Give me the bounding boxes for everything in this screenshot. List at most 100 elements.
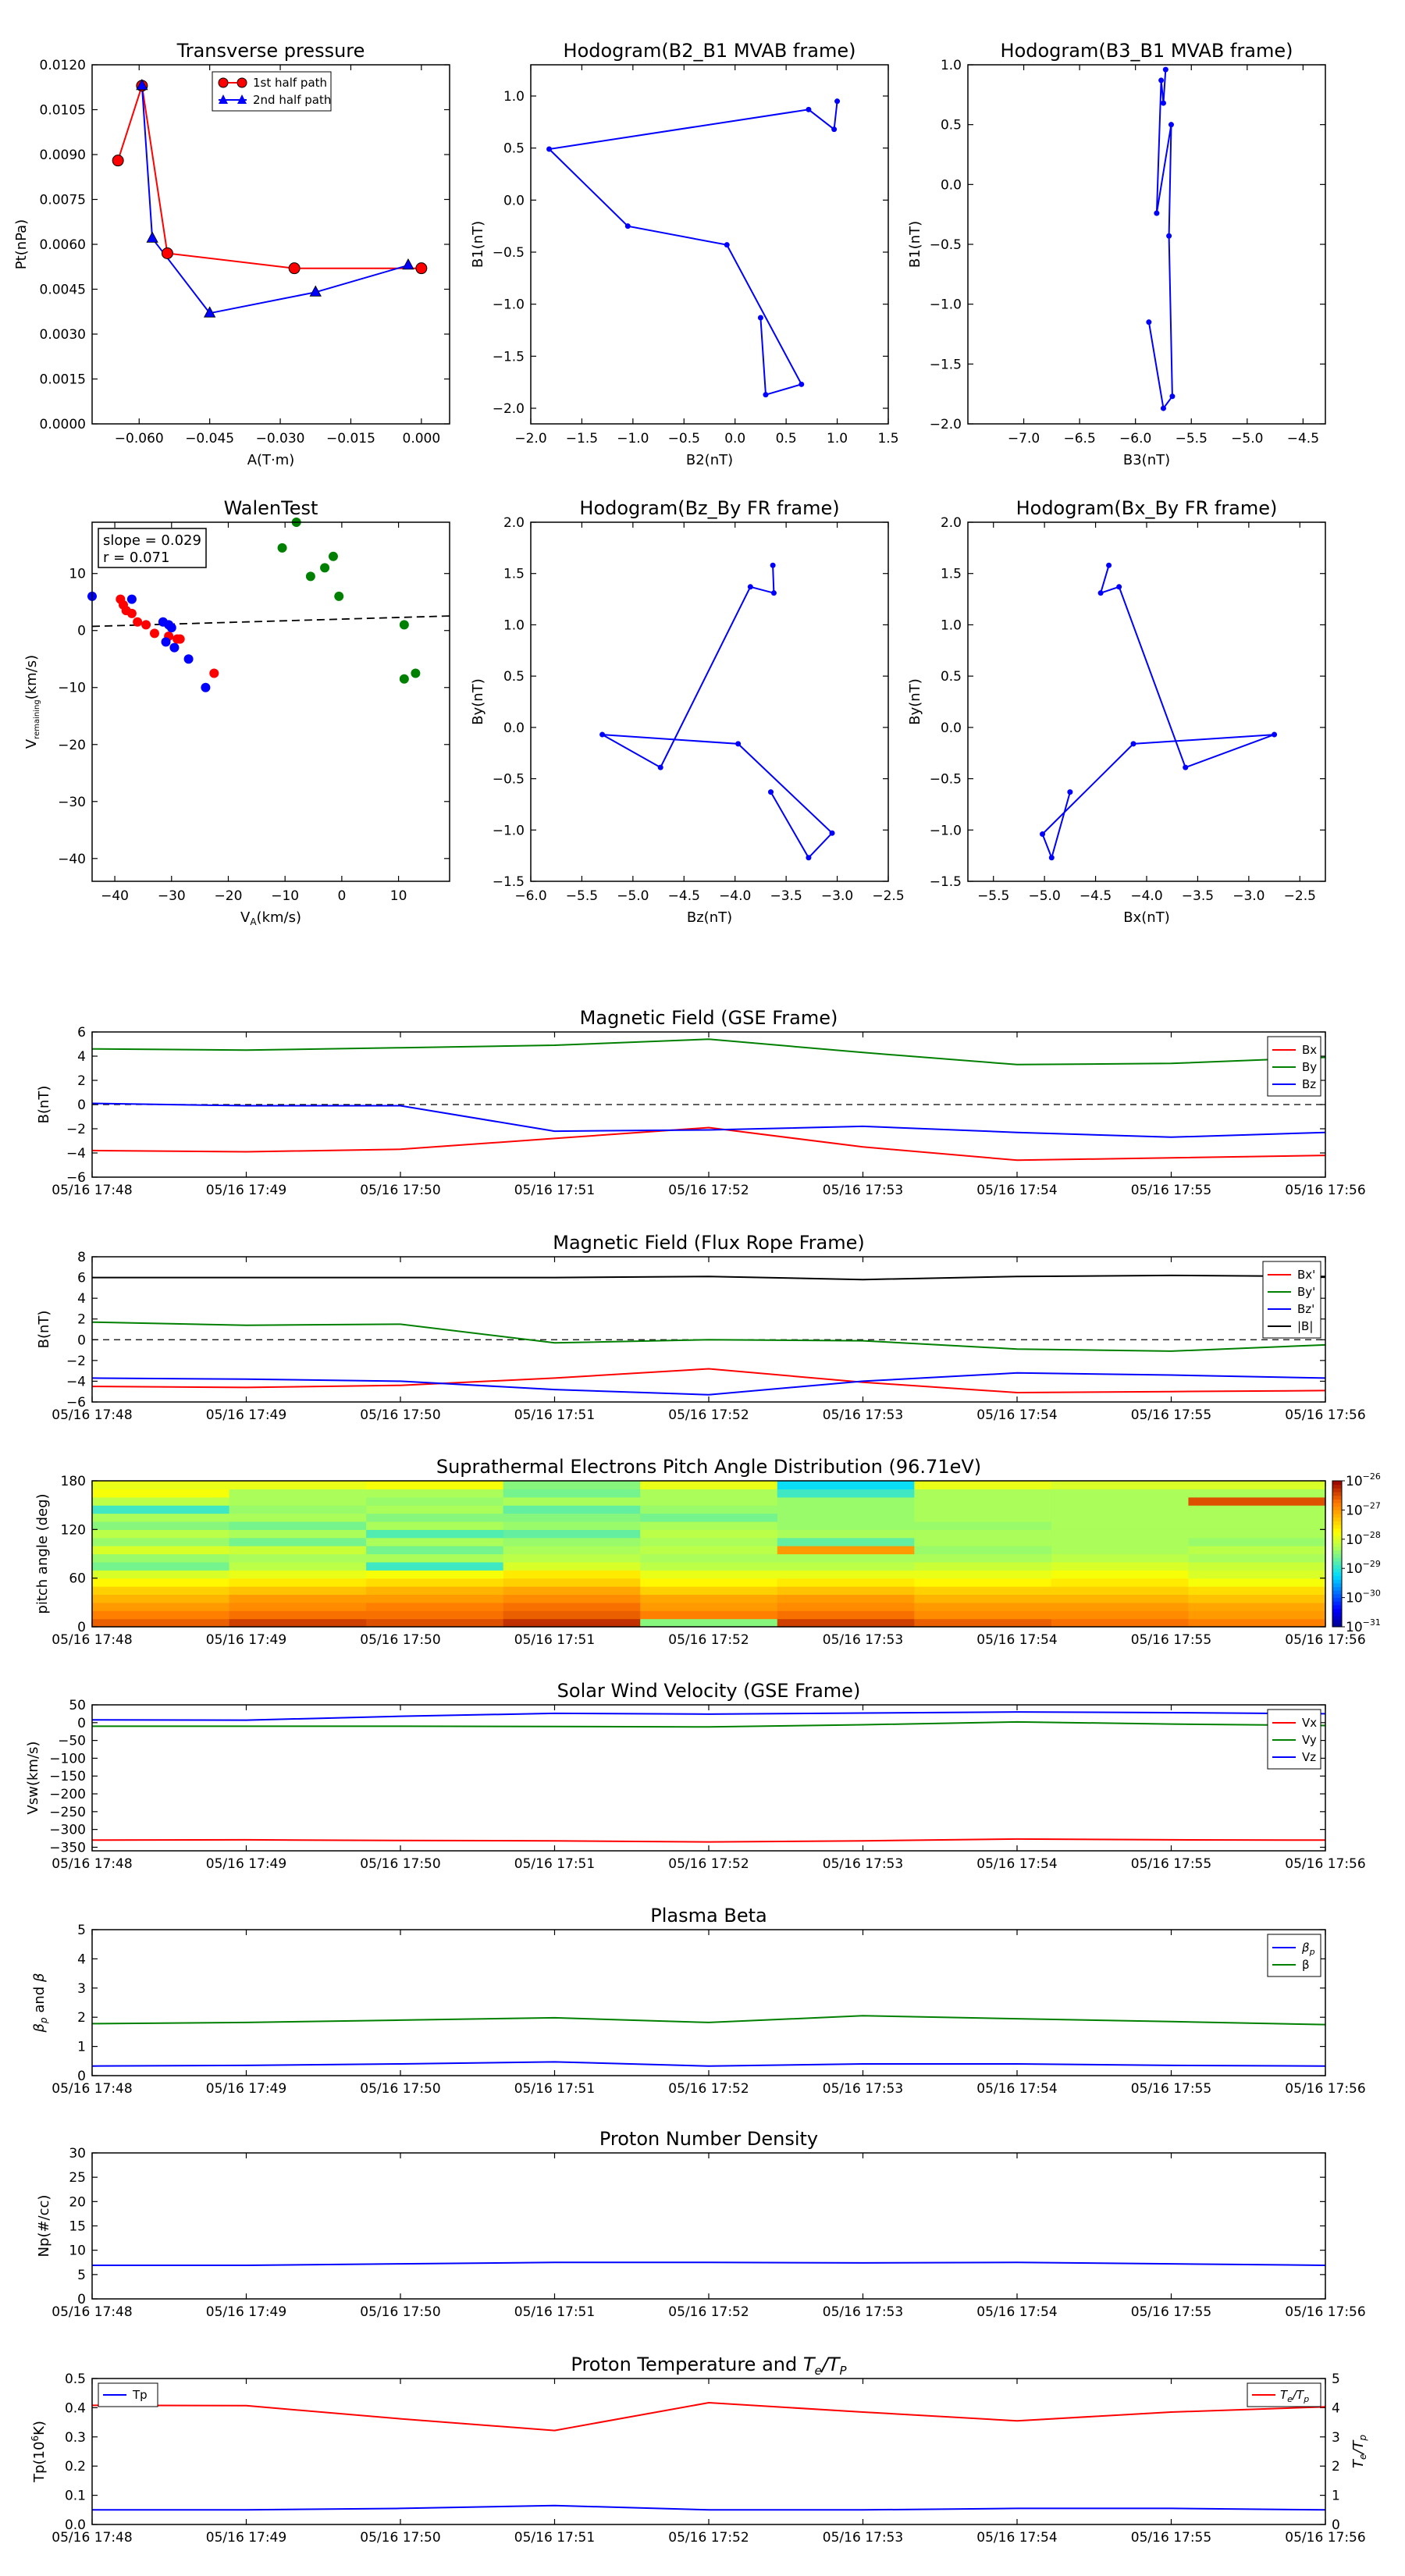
x-tick-label: −2.0 [514,431,546,447]
x-tick-label: 05/16 17:52 [668,1632,749,1648]
x-tick-label: 0.0 [724,431,745,447]
series-line [91,1038,1326,1066]
legend-label: βp [1301,1941,1315,1957]
x-tick-label: −3.5 [770,888,802,904]
y-tick-label: −2.0 [493,401,525,417]
title-math2-sub: P [840,2364,848,2378]
y-tick-label: 0 [77,2069,86,2084]
y-tick-label: 0.5 [941,669,962,685]
hodogram-point [747,584,753,590]
hodogram-point [735,741,742,747]
heatmap-cell [640,1513,778,1522]
y-tick-label: 0.0 [941,720,962,736]
colorbar-segment [1332,1488,1342,1493]
heatmap-cell [92,1602,230,1611]
scatter-point [411,668,421,678]
y-tick-label: 50 [69,1698,86,1713]
x-axis-label-unit: (km/s) [257,909,301,926]
x-tick-label: −5.5 [977,888,1009,904]
y-tick-label: 0.0090 [40,148,86,163]
y-axis-label-sup: 6 [30,2435,41,2442]
point-1st-half [415,262,428,275]
y-tick-label: −0.5 [493,772,525,788]
x-tick-label: 05/16 17:55 [1131,1183,1211,1198]
x-axis-label: A(T·m) [247,452,295,468]
scatter-point [133,617,143,627]
x-tick-label: 1.0 [827,431,848,447]
y-tick-label: 6 [77,1025,86,1041]
colorbar-segment [1332,1586,1342,1591]
y-tick-label: 1 [77,2040,86,2055]
heatmap-cell [1188,1578,1326,1587]
y-axis-label-sub: remaining [33,699,41,739]
y-tick-label: 0.0045 [40,283,86,298]
x-tick-label: 05/16 17:50 [360,2081,440,2097]
y-tick-label: 0.5 [503,141,525,157]
x-tick-label: 05/16 17:56 [1285,2081,1365,2097]
x-tick-label: 05/16 17:53 [823,1183,903,1198]
colorbar-segment [1332,1604,1342,1610]
legend-label: Vx [1302,1716,1317,1730]
x-tick-label: 0.000 [403,431,441,447]
y2-axis-label-slash: / [1350,2448,1367,2456]
series-line [91,1372,1326,1396]
heatmap-cell [503,1496,641,1506]
legend-marker [218,77,229,88]
chart-title: WalenTest [224,497,318,519]
y-tick-label: 4 [77,1952,86,1967]
heatmap-cell [777,1553,915,1563]
heatmap-cell [92,1537,230,1546]
x-tick-label: −20 [215,888,243,904]
legend-label: Tp [132,2388,148,2402]
y-axis-label: βp and β [31,1973,49,2033]
y2-tick-label: 0 [1332,2517,1340,2533]
colorbar-segment [1332,1499,1342,1503]
heatmap-cell [92,1594,230,1603]
y-tick-label: 120 [61,1522,86,1538]
y-tick-label: 0.0060 [40,237,86,253]
hodogram-point [1169,393,1176,400]
text-span: Tp(10 [31,2442,48,2483]
heatmap-cell [777,1521,915,1530]
y-tick-label: 2.0 [941,515,962,531]
heatmap-cell [229,1505,367,1514]
series-line [91,2061,1326,2067]
y-tick-label: 0.0 [65,2517,86,2533]
hodogram-point [1048,855,1055,861]
y-axis-label: B1(nT) [907,221,923,268]
colorbar-segment [1332,1560,1342,1566]
heatmap-cell [640,1529,778,1539]
y-tick-label: 1.0 [941,617,962,633]
x-tick-label: 05/16 17:55 [1131,2304,1211,2320]
series-line-1st-half [117,85,422,269]
text-span: 10 [1346,1561,1363,1577]
heatmap-cell [229,1489,367,1498]
y-tick-label: 6 [77,1271,86,1286]
heatmap-cell [366,1529,504,1539]
heatmap-cell [92,1561,230,1571]
text-span: |B| [1297,1319,1313,1333]
text-span: 10 [1346,1620,1363,1635]
heatmap-cell [1188,1553,1326,1563]
x-tick-label: 05/16 17:48 [52,2081,132,2097]
x-tick-label: 05/16 17:56 [1285,1632,1365,1648]
x-tick-label: −4.5 [1080,888,1112,904]
hodogram-point [770,562,776,568]
x-tick-label: 05/16 17:52 [668,2081,749,2097]
y-tick-label: 0.5 [65,2371,86,2387]
heatmap-cell [229,1553,367,1563]
y-tick-label: 20 [69,2194,86,2210]
colorbar-segment [1332,1615,1342,1621]
y-axis-label: B1(nT) [470,221,486,268]
colorbar-segment [1332,1532,1342,1536]
heatmap-cell [914,1496,1052,1506]
title-math-sub: e [815,2364,822,2378]
x-tick-label: −0.5 [668,431,700,447]
legend-label: Bx [1302,1043,1317,1057]
heatmap-cell [503,1578,641,1587]
y2-axis-label: Te/Tp [1350,2435,1368,2468]
y-tick-label: −1.0 [930,823,962,838]
chart-title: Hodogram(Bz_By FR frame) [579,497,839,519]
hodogram-line [547,101,838,397]
point-2nd-half [146,231,158,243]
